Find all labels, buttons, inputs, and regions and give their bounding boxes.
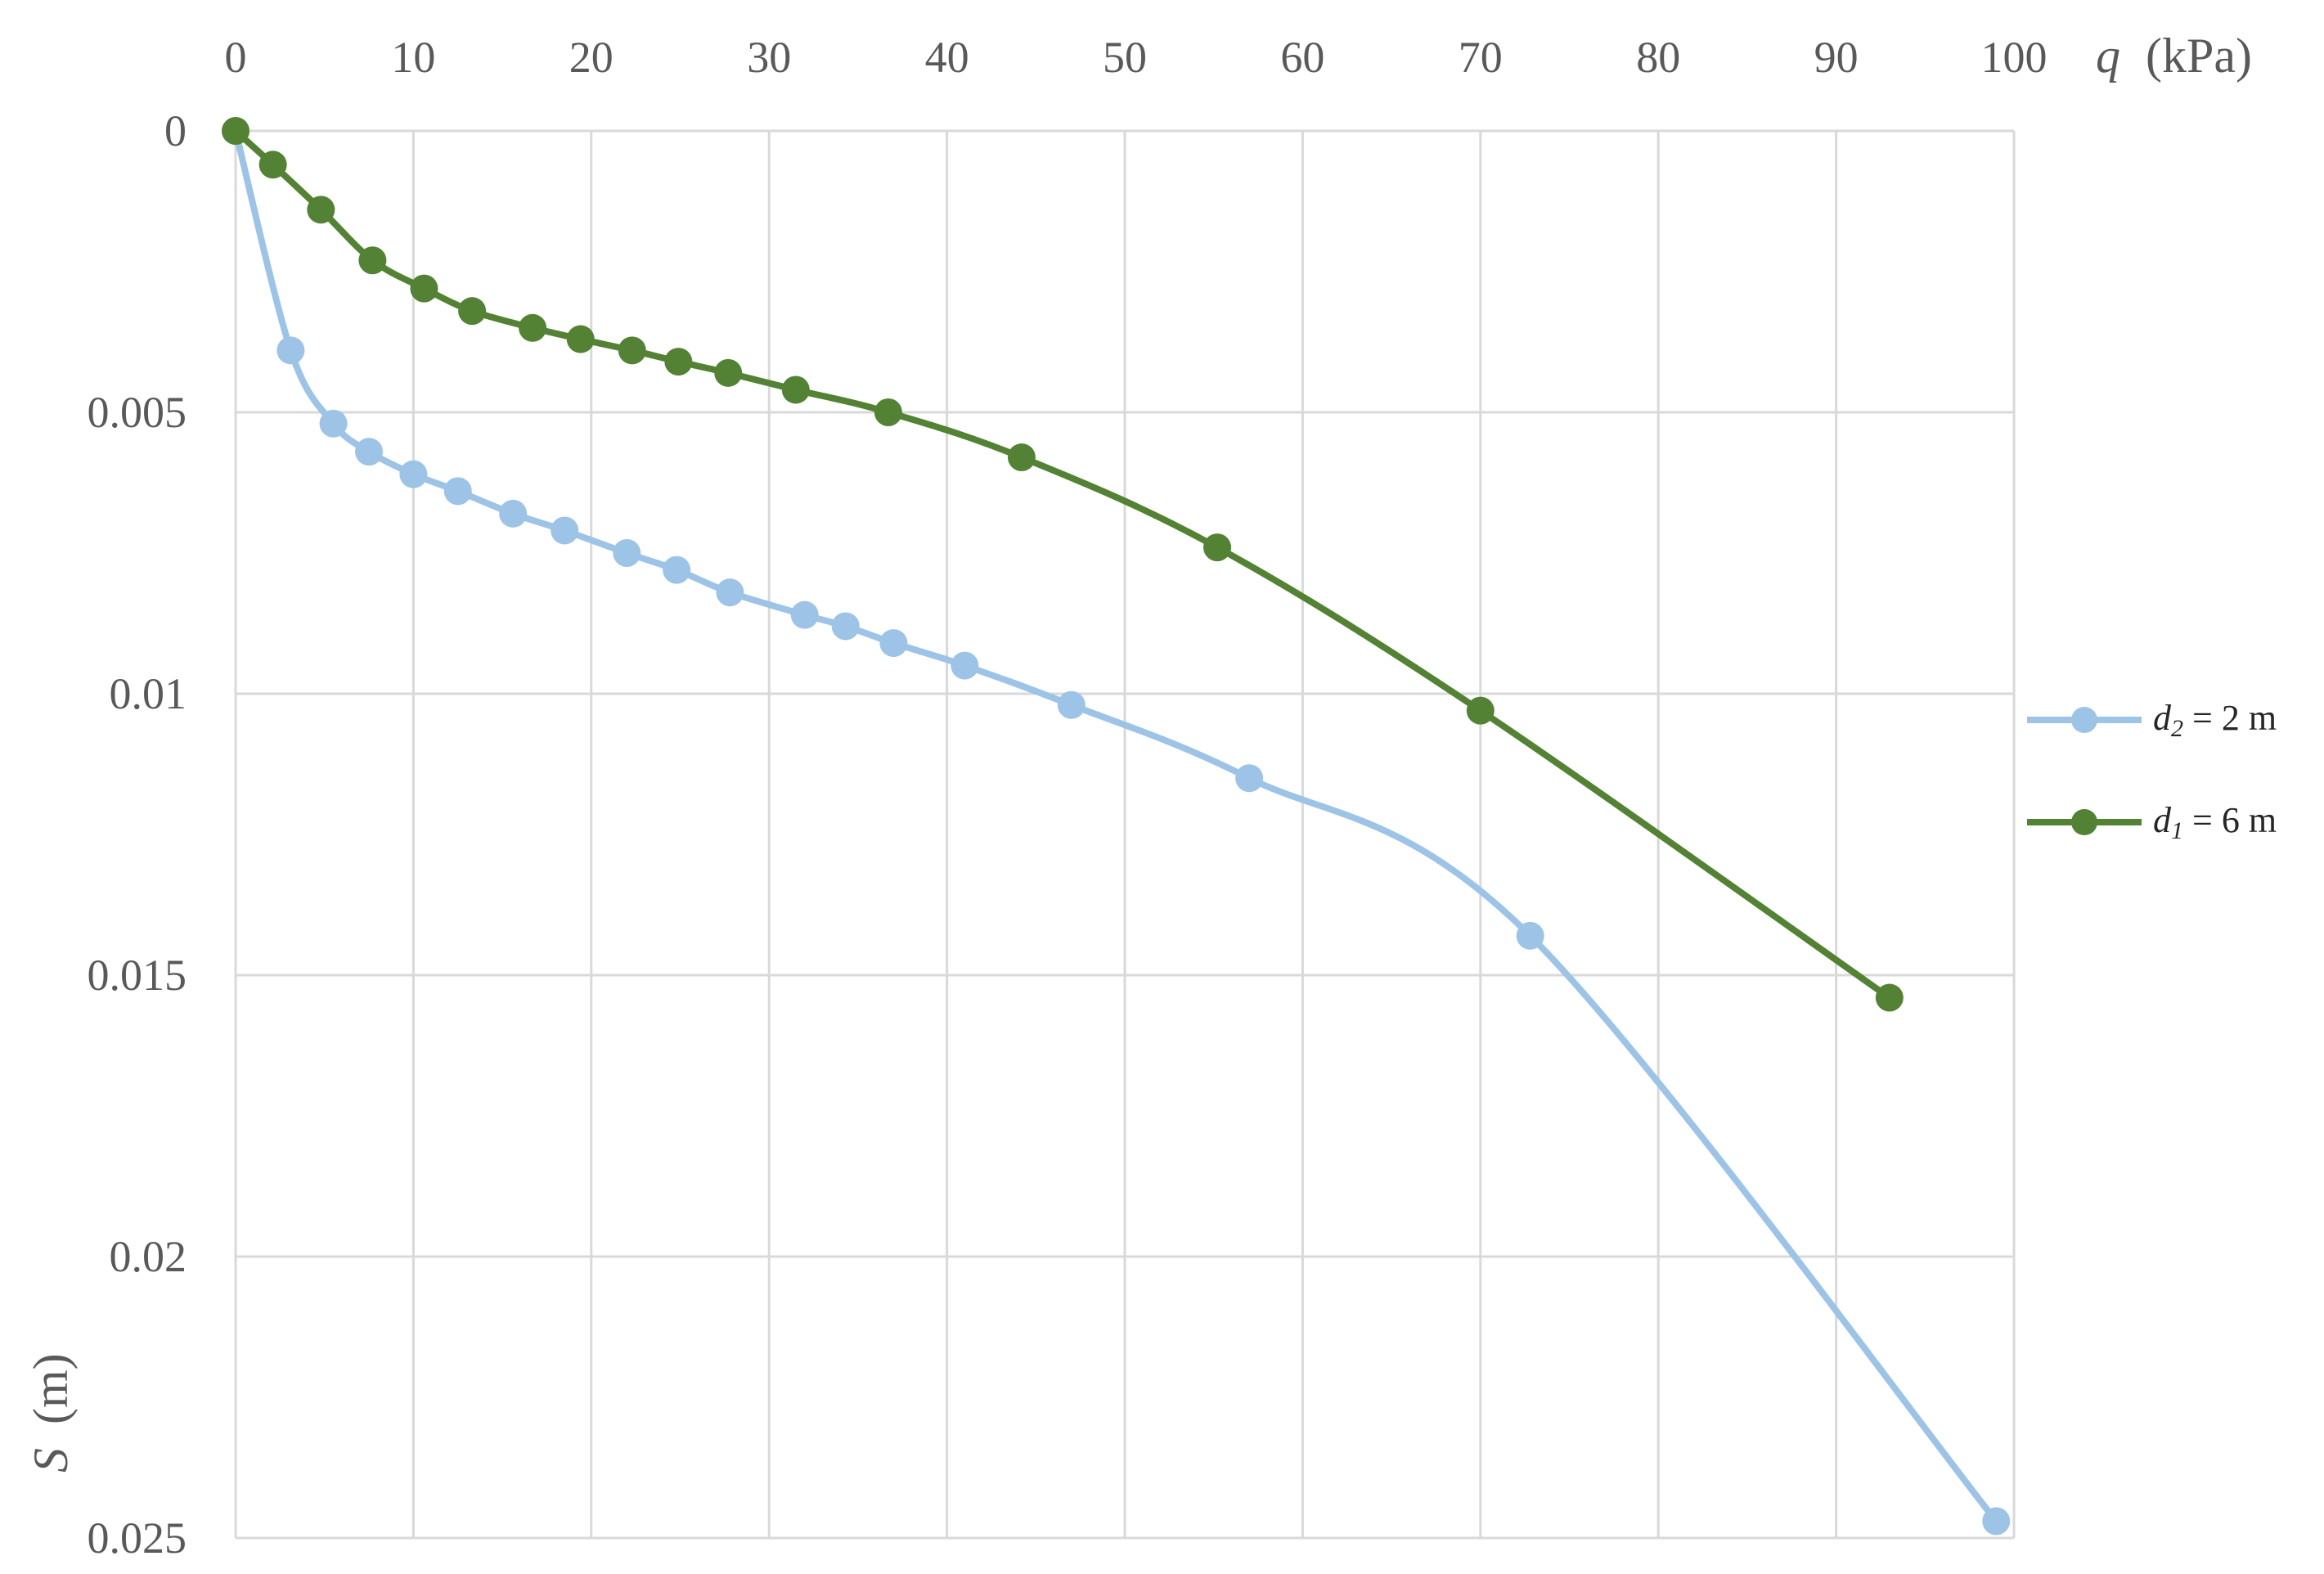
x-tick-label: 60 xyxy=(1280,33,1324,82)
x-tick-label: 0 xyxy=(225,33,247,82)
y-axis-title: S (m) xyxy=(24,1353,78,1473)
x-tick-label: 90 xyxy=(1814,33,1859,82)
data-point xyxy=(714,358,743,387)
x-tick-label: 20 xyxy=(569,33,614,82)
data-point xyxy=(874,398,902,426)
y-axis-unit: (m) xyxy=(24,1353,78,1424)
data-point xyxy=(790,600,819,629)
y-axis-variable: S xyxy=(24,1448,78,1473)
x-axis-unit: (kPa) xyxy=(2146,29,2252,83)
data-point xyxy=(618,336,646,365)
data-point xyxy=(319,409,348,438)
data-point xyxy=(399,460,428,488)
data-point xyxy=(613,539,641,567)
series-1 xyxy=(222,117,1904,1012)
legend-marker-d1 xyxy=(2071,809,2097,835)
series-line xyxy=(232,128,2000,1525)
data-point xyxy=(664,348,693,376)
x-tick-label: 100 xyxy=(1981,33,2048,82)
legend-label-d1: d1 = 6 m xyxy=(2153,800,2277,844)
x-tick-label: 70 xyxy=(1459,33,1503,82)
data-point xyxy=(1203,533,1232,562)
x-axis-title: q (kPa) xyxy=(2096,29,2252,83)
data-point xyxy=(1875,983,1904,1012)
data-point xyxy=(951,651,979,680)
data-point xyxy=(831,612,860,641)
legend: d2 = 2 m d1 = 6 m xyxy=(2027,698,2277,844)
series-layer xyxy=(222,117,2011,1536)
data-point xyxy=(519,313,547,342)
y-tick-label: 0.005 xyxy=(88,388,187,437)
data-point xyxy=(410,274,438,303)
legend-label-d2: d2 = 2 m xyxy=(2153,698,2277,742)
data-point xyxy=(781,376,810,404)
data-point xyxy=(222,117,249,145)
data-point xyxy=(1007,443,1036,472)
x-axis-ticks: 0 10 20 30 40 50 60 70 80 90 100 xyxy=(225,33,2048,82)
data-point xyxy=(566,325,595,353)
data-point xyxy=(1235,764,1264,793)
x-tick-label: 40 xyxy=(925,33,969,82)
data-point xyxy=(1982,1507,2011,1536)
data-point xyxy=(1516,921,1544,950)
legend-marker-d2 xyxy=(2071,707,2097,733)
y-axis-ticks: 0 0.005 0.01 0.015 0.02 0.025 xyxy=(88,106,187,1563)
data-point xyxy=(358,246,387,275)
data-point xyxy=(307,196,335,224)
data-point xyxy=(499,499,528,528)
y-tick-label: 0 xyxy=(164,106,187,155)
data-point xyxy=(443,477,472,506)
x-tick-label: 80 xyxy=(1636,33,1680,82)
y-tick-label: 0.025 xyxy=(88,1513,187,1563)
data-point xyxy=(458,297,487,326)
data-point xyxy=(551,516,579,545)
x-tick-label: 10 xyxy=(391,33,435,82)
series-0 xyxy=(222,117,2011,1536)
legend-item-d2: d2 = 2 m xyxy=(2027,698,2277,742)
data-point xyxy=(1057,690,1086,719)
data-point xyxy=(1466,696,1495,725)
data-point xyxy=(716,578,744,607)
y-tick-label: 0.02 xyxy=(110,1232,187,1281)
y-tick-label: 0.015 xyxy=(88,951,187,1000)
series-line xyxy=(232,128,1893,1001)
x-tick-label: 50 xyxy=(1103,33,1147,82)
data-point xyxy=(663,555,691,584)
x-tick-label: 30 xyxy=(747,33,791,82)
data-point xyxy=(258,151,287,179)
legend-item-d1: d1 = 6 m xyxy=(2027,800,2277,844)
data-point xyxy=(879,629,908,658)
y-tick-label: 0.01 xyxy=(110,669,187,718)
data-point xyxy=(355,438,384,466)
x-axis-variable: q xyxy=(2096,29,2120,83)
data-point xyxy=(276,336,305,365)
grid xyxy=(234,129,2016,1540)
